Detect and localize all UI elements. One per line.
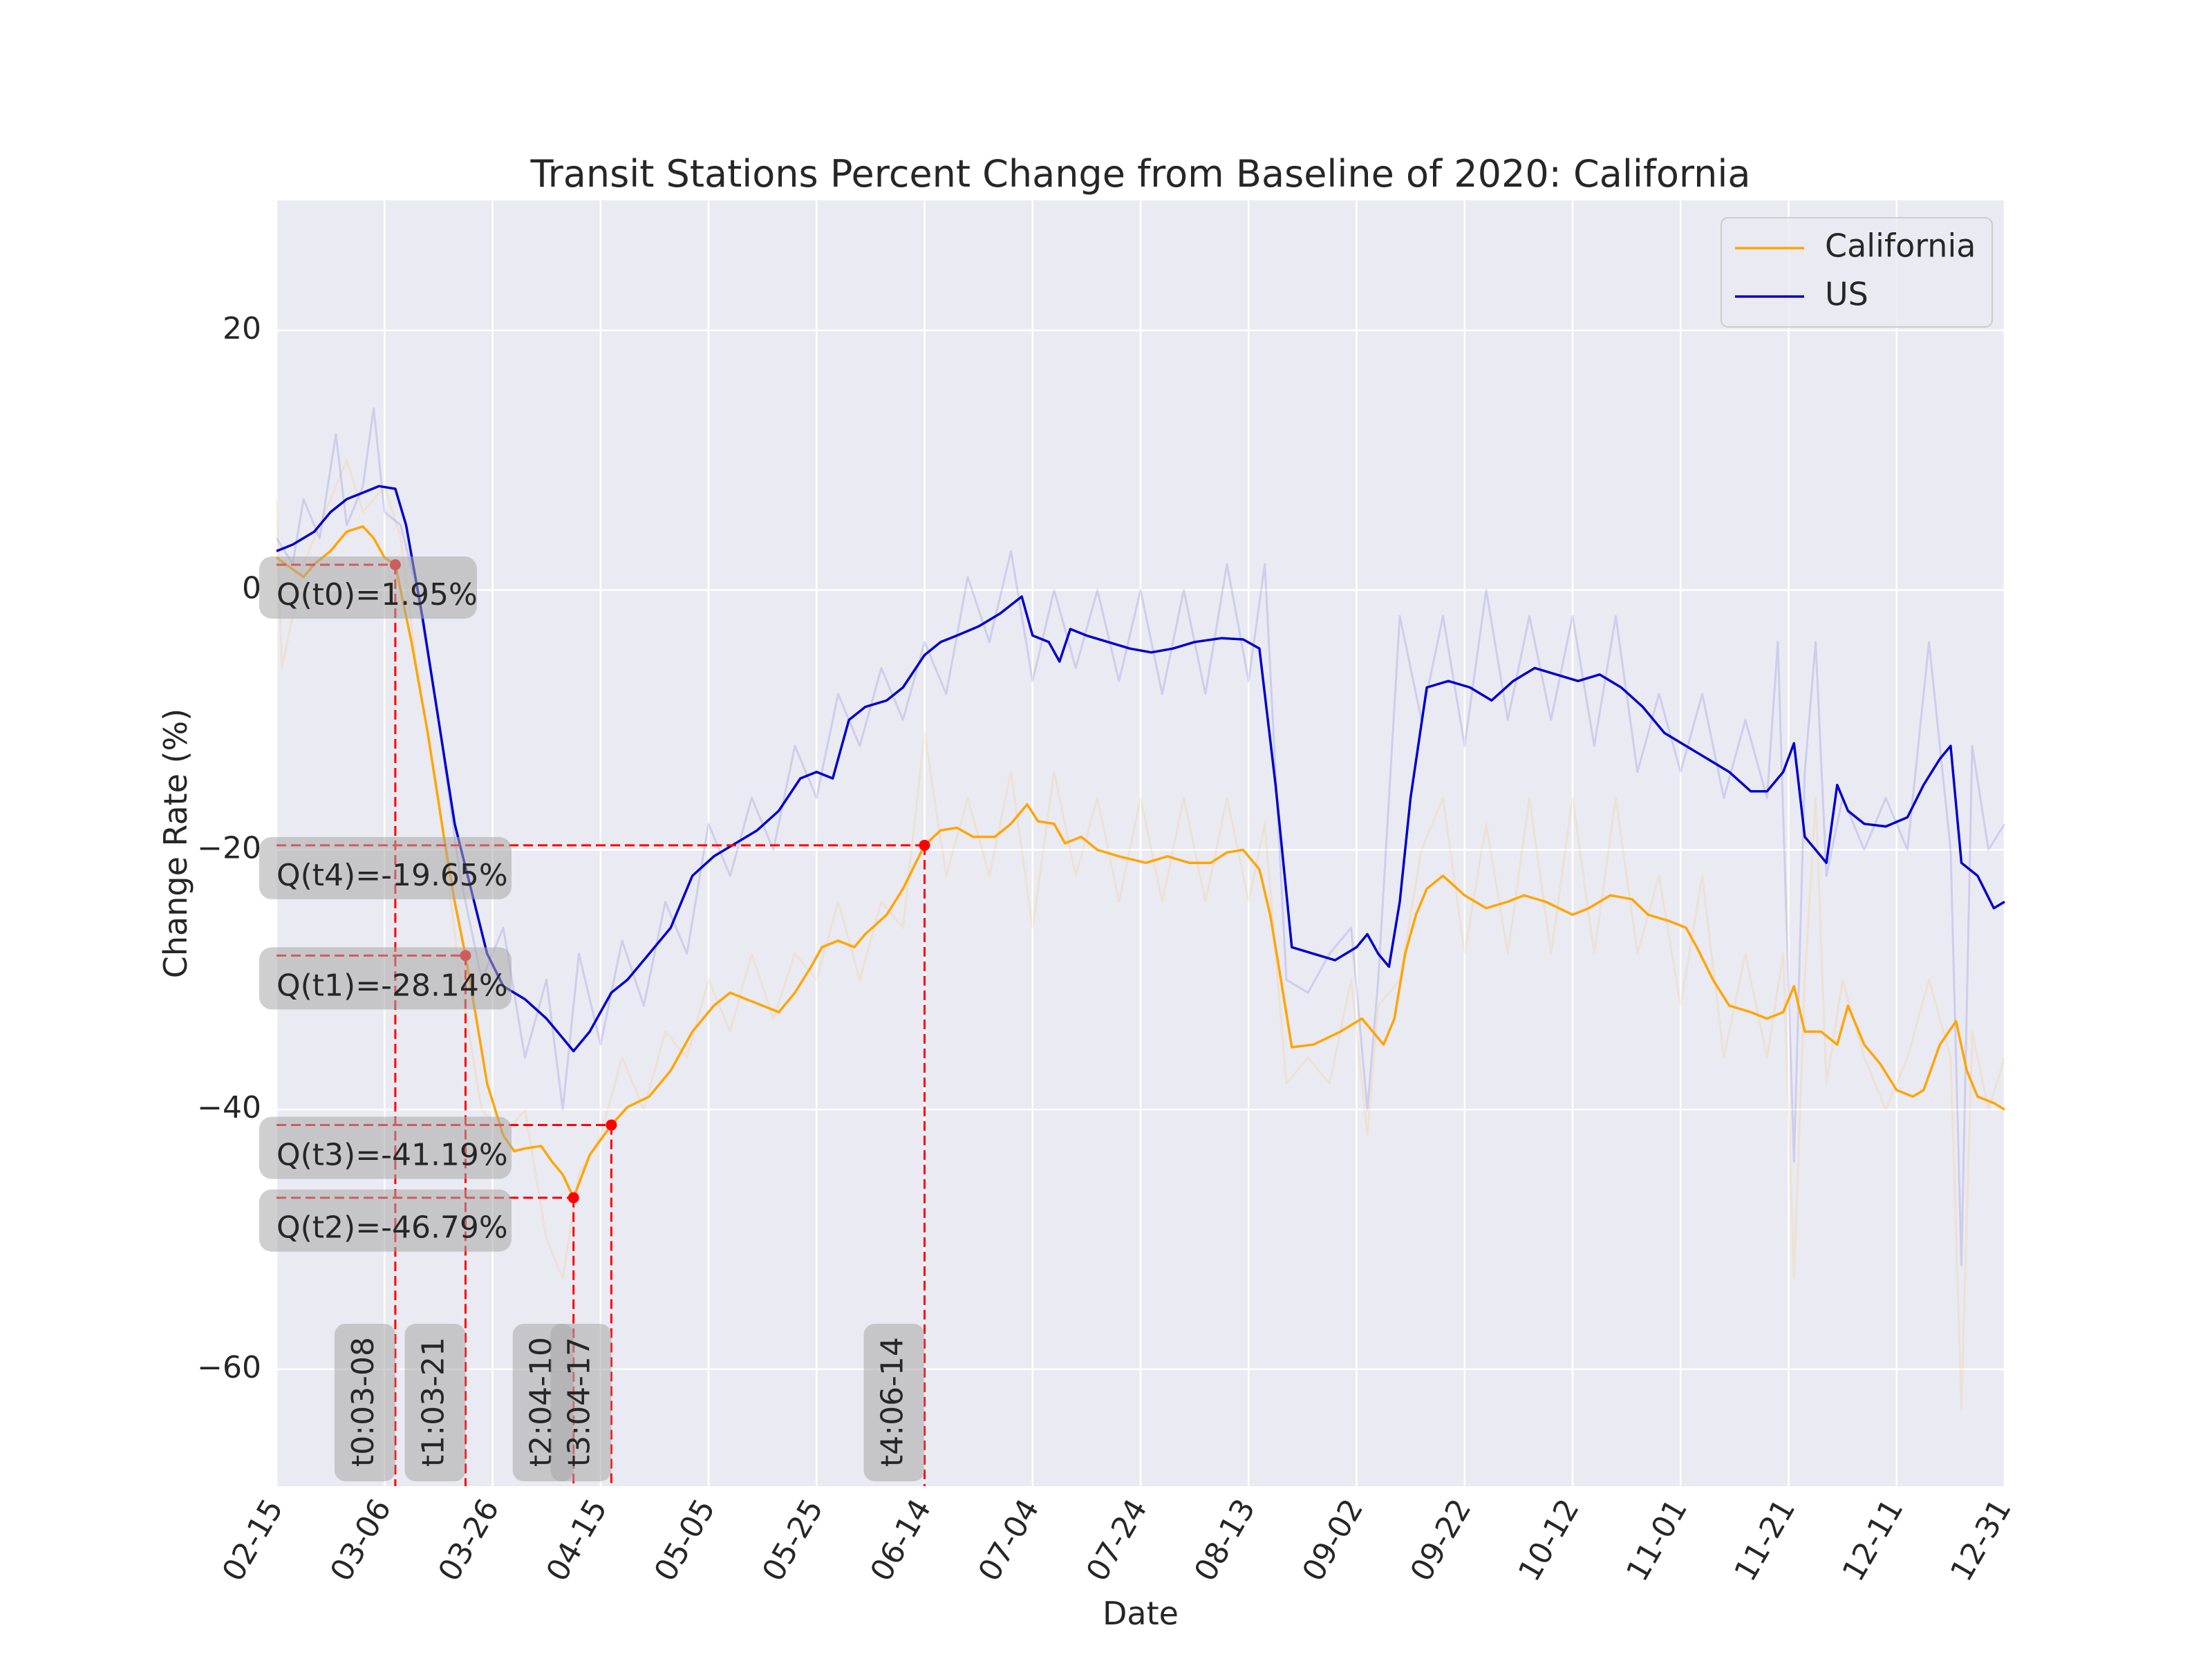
y-tick-label-20: −20 bbox=[197, 830, 261, 865]
date-label-t1: t1:03-21 bbox=[415, 1337, 451, 1467]
raw-line-california bbox=[275, 459, 2006, 1409]
raw-series-layer bbox=[275, 407, 2006, 1409]
value-label-box-t1 bbox=[259, 947, 512, 1010]
y-tick-label-40: −40 bbox=[197, 1090, 261, 1125]
value-label-box-t3 bbox=[259, 1116, 512, 1179]
raw-line-us bbox=[275, 407, 2006, 1267]
series-line-california bbox=[275, 525, 2005, 1199]
smoothed-series-layer bbox=[275, 485, 2005, 1199]
annotation-marker-t2 bbox=[568, 1192, 579, 1203]
y-tick-label-60: −60 bbox=[197, 1350, 261, 1385]
legend: California US bbox=[1721, 217, 1993, 328]
chart-title: Transit Stations Percent Change from Bas… bbox=[530, 152, 1751, 196]
value-label-t1: Q(t1)=-28.14% bbox=[276, 968, 508, 1003]
series-line-us bbox=[276, 485, 2005, 1053]
date-label-t0: t0:03-08 bbox=[346, 1337, 381, 1467]
date-label-box-t0 bbox=[334, 1324, 395, 1481]
y-tick-label-0: 0 bbox=[242, 571, 261, 606]
date-label-box-t4 bbox=[863, 1324, 925, 1481]
legend-box bbox=[1721, 217, 1993, 328]
legend-label-us: US bbox=[1825, 276, 1868, 313]
date-label-t4: t4:06-14 bbox=[875, 1337, 910, 1467]
date-label-t3: t3:04-17 bbox=[561, 1337, 597, 1467]
annotation-marker-t3 bbox=[606, 1119, 617, 1131]
value-label-box-t0 bbox=[259, 556, 477, 619]
value-label-t3: Q(t3)=-41.19% bbox=[276, 1138, 508, 1173]
date-label-box-t1 bbox=[404, 1324, 466, 1481]
x-axis-label: Date bbox=[1103, 1595, 1179, 1632]
date-label-box-t3 bbox=[550, 1324, 612, 1481]
value-label-t2: Q(t2)=-46.79% bbox=[276, 1210, 508, 1246]
y-axis-label: Change Rate (%) bbox=[157, 709, 194, 978]
value-label-t0: Q(t0)=1.95% bbox=[276, 577, 478, 612]
annotation-marker-t4 bbox=[919, 839, 930, 851]
legend-label-california: California bbox=[1825, 227, 1976, 265]
value-label-box-t2 bbox=[259, 1189, 512, 1252]
annotation-layer: Q(t0)=1.95% Q(t1)=-28.14% Q(t2)=-46.79% Q(t… bbox=[259, 556, 930, 1486]
y-tick-label-20: 20 bbox=[223, 311, 261, 346]
value-label-t4: Q(t4)=-19.65% bbox=[276, 858, 508, 893]
value-label-box-t4 bbox=[259, 836, 512, 899]
